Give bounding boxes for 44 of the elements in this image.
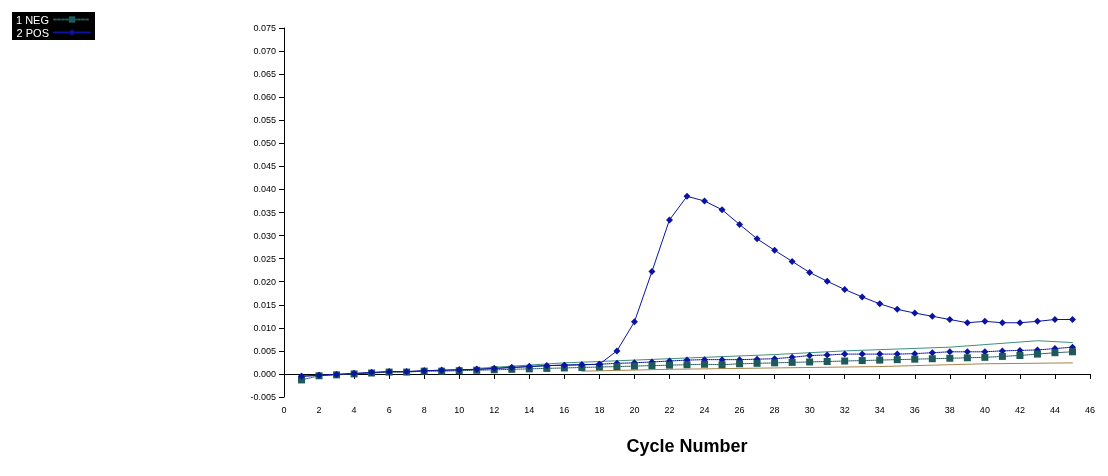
x-tick-label: 30 (804, 404, 815, 415)
y-tick-label: 0.055 (253, 115, 276, 126)
x-tick-label: 36 (909, 404, 920, 415)
x-tick-label: 26 (734, 404, 745, 415)
y-tick-label: 0.005 (253, 345, 276, 356)
x-tick-label: 46 (1084, 404, 1096, 415)
x-tick-label: 14 (524, 404, 535, 415)
y-tick-label: 0.050 (253, 138, 276, 149)
x-tick-label: 42 (1014, 404, 1025, 415)
y-tick-label: 0.045 (253, 161, 276, 172)
y-tick-label: 0.030 (253, 230, 276, 241)
y-tick-label: 0.020 (253, 276, 276, 287)
x-tick-label: 44 (1049, 404, 1060, 415)
y-tick-label: 0.065 (253, 69, 276, 80)
y-tick-label: 0.070 (253, 46, 276, 57)
y-tick-label: 0.035 (253, 207, 276, 218)
x-tick-label: 8 (421, 404, 427, 415)
x-tick-label: 34 (874, 404, 885, 415)
y-tick-label: 0.040 (253, 184, 276, 195)
x-tick-label: 16 (559, 404, 570, 415)
y-tick-label: 0.025 (253, 253, 276, 264)
x-tick-label: 20 (629, 404, 640, 415)
x-tick-label: 40 (979, 404, 990, 415)
x-tick-label: 32 (839, 404, 850, 415)
x-tick-label: 24 (699, 404, 710, 415)
legend-label: 1 NEG (16, 13, 50, 26)
y-tick-label: 0.000 (253, 368, 276, 379)
y-tick-label: 0.015 (253, 299, 276, 310)
x-tick-label: 0 (281, 404, 287, 415)
y-tick-label: 0.060 (253, 92, 276, 103)
x-tick-label: 4 (351, 404, 357, 415)
y-tick-label: 0.010 (253, 322, 276, 333)
x-tick-label: 38 (944, 404, 955, 415)
x-axis-title: Cycle Number (626, 436, 748, 456)
x-tick-label: 12 (489, 404, 500, 415)
x-tick-label: 28 (769, 404, 780, 415)
x-tick-label: 10 (454, 404, 465, 415)
y-tick-label: 0.075 (253, 23, 276, 33)
x-tick-label: 6 (386, 404, 392, 415)
y-tick-label: -0.005 (250, 392, 276, 402)
x-tick-label: 18 (594, 404, 605, 415)
x-tick-label: 22 (664, 404, 675, 415)
x-tick-label: 2 (316, 404, 322, 415)
legend-label: 2 POS (16, 26, 50, 39)
